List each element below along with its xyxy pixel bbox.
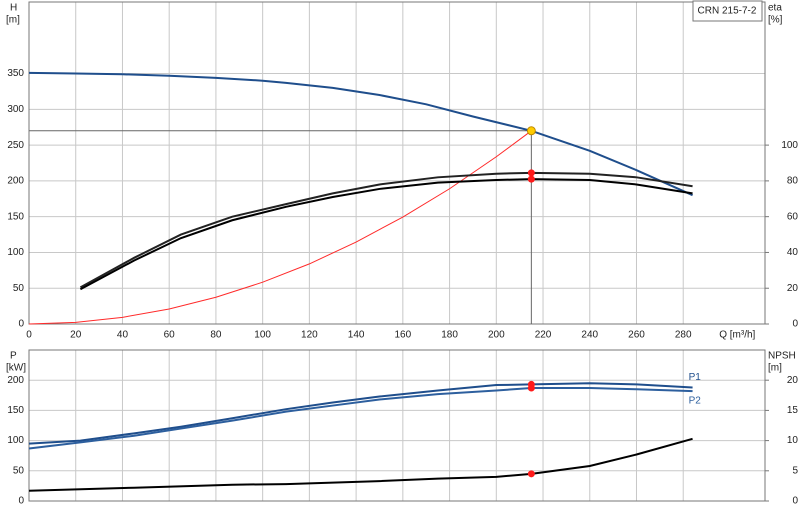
plot-frame	[28, 1, 766, 325]
series-line	[28, 387, 693, 450]
duty-point	[526, 126, 536, 136]
y-tick-label: 0	[18, 496, 24, 507]
y2-tick-label: 5	[792, 465, 798, 476]
y2-tick-label: 0	[792, 319, 798, 330]
y-tick-label: 250	[7, 140, 24, 151]
x-tick-label: 40	[117, 330, 129, 341]
x-tick-label: 20	[70, 330, 82, 341]
y2-axis-label: NPSH	[768, 351, 796, 362]
y-axis-label: H	[10, 3, 17, 14]
y-tick-label: 100	[7, 247, 24, 258]
y2-tick-label: 15	[787, 405, 799, 416]
y-tick-label: 350	[7, 68, 24, 79]
series-line	[79, 178, 693, 291]
operating-point	[527, 470, 535, 478]
series-line	[28, 437, 693, 492]
y-axis-label: P	[10, 351, 17, 362]
x-tick-label: 100	[254, 330, 271, 341]
y2-tick-label: 80	[787, 176, 799, 187]
y2-tick-label: 40	[787, 247, 799, 258]
y-axis-unit: [m]	[6, 15, 20, 26]
y-tick-label: 0	[18, 319, 24, 330]
operating-point	[527, 175, 535, 183]
y2-tick-label: 100	[781, 140, 798, 151]
y2-tick-label: 10	[787, 435, 799, 446]
y2-axis-label: eta	[768, 3, 782, 14]
x-axis-label: Q [m³/h]	[719, 330, 755, 341]
x-tick-label: 120	[301, 330, 318, 341]
y-tick-label: 200	[7, 176, 24, 187]
y2-axis-unit: [%]	[768, 15, 783, 26]
legend-box	[692, 0, 763, 22]
y-tick-label: 150	[7, 211, 24, 222]
x-tick-label: 200	[488, 330, 505, 341]
series-line	[79, 171, 693, 289]
series-line	[28, 382, 693, 445]
operating-point	[527, 384, 535, 392]
y2-axis-unit: [m]	[768, 363, 782, 374]
y-tick-label: 50	[13, 283, 25, 294]
y2-tick-label: 60	[787, 211, 799, 222]
x-tick-label: 220	[535, 330, 552, 341]
x-tick-label: 80	[210, 330, 222, 341]
x-tick-label: 140	[348, 330, 365, 341]
legend-text: CRN 215-7-2	[698, 6, 757, 17]
series-label: P2	[689, 396, 702, 407]
series-line	[28, 130, 532, 325]
y2-tick-label: 20	[787, 375, 799, 386]
x-tick-label: 260	[628, 330, 645, 341]
y-tick-label: 150	[7, 405, 24, 416]
y-tick-label: 100	[7, 435, 24, 446]
x-tick-label: 280	[675, 330, 692, 341]
y-axis-unit: [kW]	[6, 363, 26, 374]
y-tick-label: 50	[13, 465, 25, 476]
x-tick-label: 240	[581, 330, 598, 341]
y2-tick-label: 0	[792, 496, 798, 507]
y2-tick-label: 20	[787, 283, 799, 294]
x-tick-label: 160	[394, 330, 411, 341]
series-line	[28, 71, 693, 197]
y-tick-label: 200	[7, 375, 24, 386]
x-tick-label: 180	[441, 330, 458, 341]
plot-frame	[28, 349, 766, 502]
operating-point	[527, 169, 535, 177]
series-label: P1	[689, 372, 702, 383]
x-tick-label: 0	[26, 330, 32, 341]
x-tick-label: 60	[164, 330, 176, 341]
y-tick-label: 300	[7, 104, 24, 115]
